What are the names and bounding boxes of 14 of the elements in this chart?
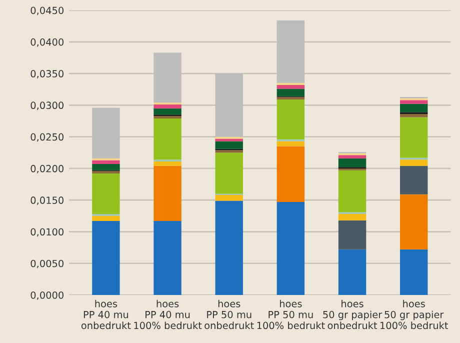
y-tick-label: 0,0300 (30, 102, 64, 110)
y-tick-label: 0,0400 (30, 38, 64, 47)
y-tick-label: 0,0350 (30, 70, 64, 78)
y-tick-label: 0,0200 (30, 164, 64, 174)
x-tick-label: hoes PP 50 mu onbedrukt (204, 300, 254, 330)
y-tick-label: 0,0450 (30, 6, 64, 16)
y-tick-label: 0,0250 (30, 133, 64, 142)
x-tick-label: hoes PP 40 mu 100% bedrukt (134, 300, 202, 330)
y-tick-label: 0,0100 (30, 228, 64, 237)
y-tick-label: 0,0050 (30, 260, 64, 268)
y-tick-label: 0,0150 (30, 196, 64, 205)
x-tick-label: hoes PP 40 mu onbedrukt (81, 300, 131, 330)
x-tick-label: hoes 50 gr papier 100% bedrukt (380, 300, 448, 330)
y-tick-label: 0,0000 (30, 291, 64, 300)
